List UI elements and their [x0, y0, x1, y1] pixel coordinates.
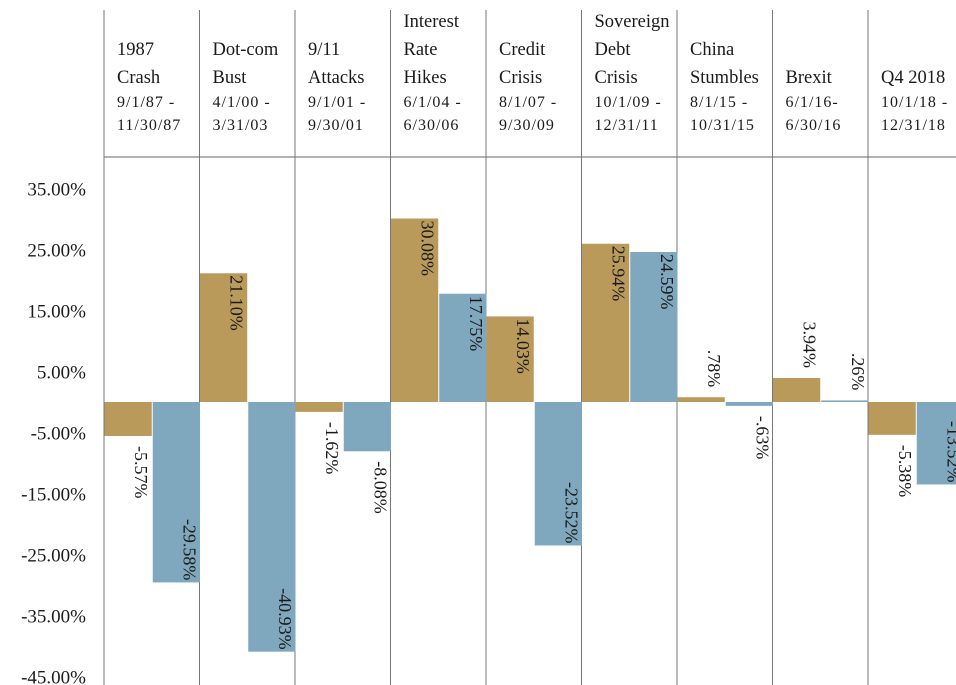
data-label: 25.94% [609, 246, 629, 301]
y-tick-label: 15.00% [27, 302, 86, 323]
y-tick-label: 35.00% [27, 180, 86, 201]
category-name: 9/11 [308, 40, 340, 60]
bar-series-1 [677, 397, 725, 402]
data-label: 14.03% [513, 318, 533, 374]
category-date: 8/1/07 - [499, 94, 557, 111]
data-label: -29.58% [179, 519, 199, 581]
category-date: 9/1/01 - [308, 94, 366, 111]
category-date: 9/1/87 - [117, 94, 175, 111]
category-name: Credit [499, 40, 546, 60]
data-label: -13.52% [943, 421, 956, 483]
data-label: 30.08% [418, 221, 438, 277]
category-date: 3/31/03 [213, 117, 269, 134]
bar-series-1 [200, 273, 248, 402]
category-name: Crash [117, 68, 160, 88]
category-date: 8/1/15 - [690, 94, 748, 111]
data-label: -5.57% [131, 446, 151, 499]
bar-series-2 [248, 402, 296, 652]
y-tick-label: -25.00% [21, 546, 86, 567]
category-date: 9/30/01 [308, 117, 364, 134]
data-label: -.63% [752, 416, 772, 460]
bar-series-1 [868, 402, 916, 435]
data-label: -5.38% [895, 445, 915, 498]
category-name: Dot-com [213, 40, 279, 60]
data-label: 24.59% [657, 254, 677, 310]
bar-series-1 [773, 377, 821, 402]
category-date: 6/30/06 [404, 117, 460, 134]
bar-series-2 [343, 402, 391, 452]
category-name: Stumbles [690, 68, 759, 88]
category-date: 6/1/16- [786, 94, 839, 111]
y-tick-label: -5.00% [31, 424, 87, 445]
category-name: Bust [213, 68, 248, 88]
bar-series-2 [439, 293, 487, 402]
category-name: Crisis [499, 68, 542, 88]
data-label: .26% [848, 353, 868, 391]
category-date: 6/30/16 [786, 117, 842, 134]
data-label: 21.10% [227, 275, 247, 331]
data-label: -23.52% [561, 482, 581, 544]
category-name: Interest [404, 12, 460, 32]
category-date: 11/30/87 [117, 117, 181, 134]
category-name: 1987 [117, 40, 154, 60]
bar-series-1 [104, 402, 152, 436]
category-date: 10/1/18 - [881, 94, 948, 111]
category-date: 12/31/18 [881, 117, 946, 134]
bar-series-2 [916, 402, 956, 485]
y-tick-label: -15.00% [21, 485, 86, 506]
bar-series-2 [821, 400, 869, 402]
category-date: 6/1/04 - [404, 94, 462, 111]
bars [104, 218, 956, 652]
bar-series-1 [391, 218, 439, 402]
category-name: Rate [404, 40, 438, 60]
bar-series-2 [152, 402, 200, 583]
y-tick-label: 5.00% [37, 363, 86, 384]
y-tick-label: -45.00% [21, 668, 86, 685]
data-label: -1.62% [322, 422, 342, 475]
category-date: 9/30/09 [499, 117, 555, 134]
y-axis: 35.00% 25.00% 15.00% 5.00% -5.00% -15.00% -25.… [21, 180, 86, 685]
y-tick-label: -35.00% [21, 607, 86, 628]
y-tick-label: 25.00% [27, 241, 86, 262]
column-headers: 9/1/87 - 11/30/87 1987 Crash 4/1/00 - 3/31/03… [117, 12, 948, 134]
data-label: .78% [704, 350, 724, 388]
category-name: Sovereign [595, 12, 670, 32]
bar-series-1 [486, 316, 534, 402]
bar-series-1 [582, 243, 630, 402]
category-name: Brexit [786, 68, 833, 88]
category-name: Crisis [595, 68, 638, 88]
bar-series-1 [295, 402, 343, 412]
bar-series-2 [725, 402, 773, 406]
category-name: Hikes [404, 68, 447, 88]
category-date: 4/1/00 - [213, 94, 271, 111]
category-date: 10/1/09 - [595, 94, 662, 111]
category-name: Q4 2018 [881, 68, 945, 88]
data-label: 3.94% [800, 321, 820, 368]
category-name: Attacks [308, 68, 365, 88]
data-labels: -5.57% -29.58% 21.10% -40.93% -1.62% -8.08% 30… [131, 221, 956, 650]
bar-series-2 [534, 402, 582, 546]
category-name: China [690, 40, 734, 60]
data-label: -40.93% [275, 588, 295, 650]
data-label: 17.75% [466, 296, 486, 352]
bar-series-2 [630, 252, 678, 402]
category-date: 10/31/15 [690, 117, 755, 134]
category-date: 12/31/11 [595, 117, 659, 134]
category-name: Debt [595, 40, 632, 60]
data-label: -8.08% [370, 461, 390, 513]
